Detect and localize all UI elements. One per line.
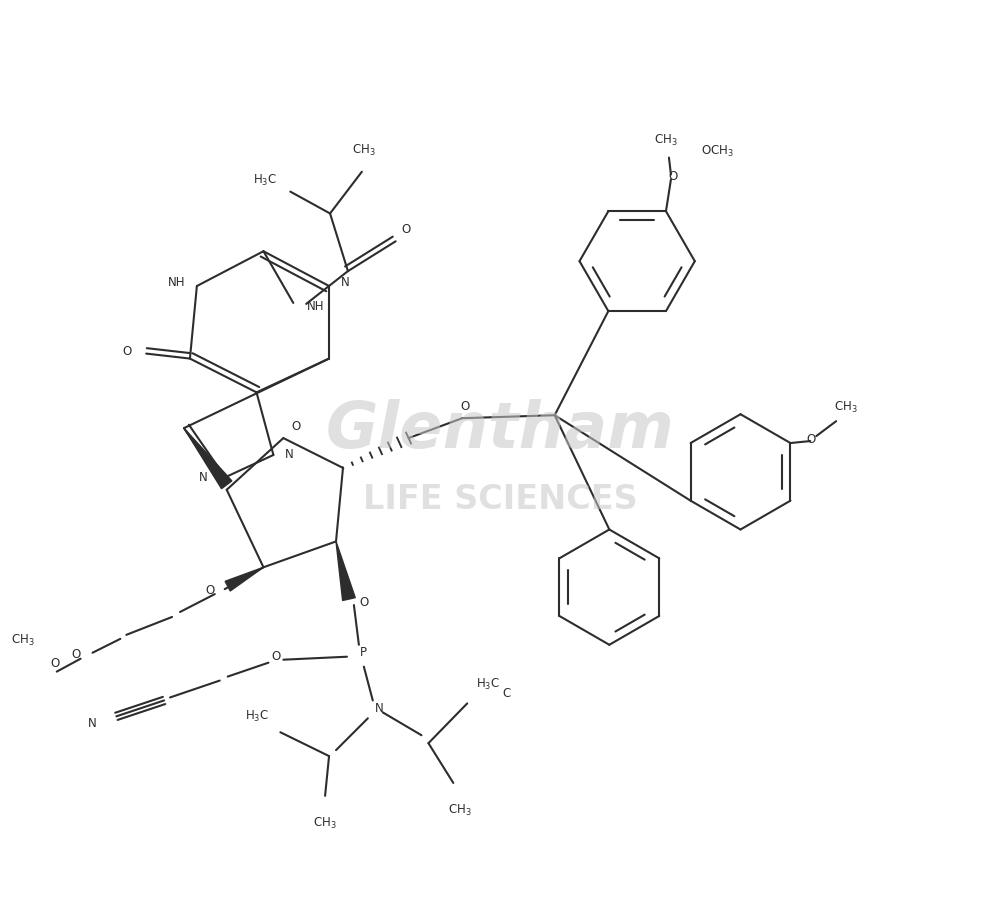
Text: N: N (341, 275, 350, 289)
Text: CH$_3$: CH$_3$ (654, 132, 678, 148)
Text: CH$_3$: CH$_3$ (313, 815, 337, 831)
Text: O: O (291, 419, 301, 433)
Text: O: O (272, 650, 281, 663)
Text: O: O (206, 583, 215, 597)
Text: O: O (50, 657, 59, 670)
Text: NH: NH (307, 301, 325, 313)
Text: C: C (502, 687, 510, 700)
Text: CH$_3$: CH$_3$ (448, 803, 472, 818)
Text: LIFE SCIENCES: LIFE SCIENCES (363, 483, 637, 517)
Text: CH$_3$: CH$_3$ (834, 400, 858, 415)
Text: O: O (401, 223, 410, 236)
Text: H$_3$C: H$_3$C (245, 709, 269, 724)
Text: CH$_3$: CH$_3$ (11, 634, 35, 648)
Text: N: N (88, 716, 97, 730)
Text: O: O (122, 345, 131, 358)
Text: Glentham: Glentham (326, 399, 674, 461)
Text: O: O (668, 170, 678, 183)
Text: OCH$_3$: OCH$_3$ (701, 144, 734, 159)
Text: N: N (285, 448, 294, 462)
Text: P: P (360, 646, 367, 659)
Text: H$_3$C: H$_3$C (476, 677, 500, 692)
Text: H$_3$C: H$_3$C (253, 173, 277, 188)
Text: O: O (806, 433, 816, 446)
Polygon shape (225, 567, 263, 591)
Text: O: O (461, 400, 470, 413)
Text: CH$_3$: CH$_3$ (352, 143, 376, 157)
Text: O: O (71, 648, 81, 662)
Text: O: O (359, 596, 368, 608)
Polygon shape (336, 542, 355, 600)
Text: NH: NH (167, 275, 185, 289)
Polygon shape (184, 428, 232, 489)
Text: N: N (375, 702, 384, 715)
Text: N: N (199, 472, 208, 484)
